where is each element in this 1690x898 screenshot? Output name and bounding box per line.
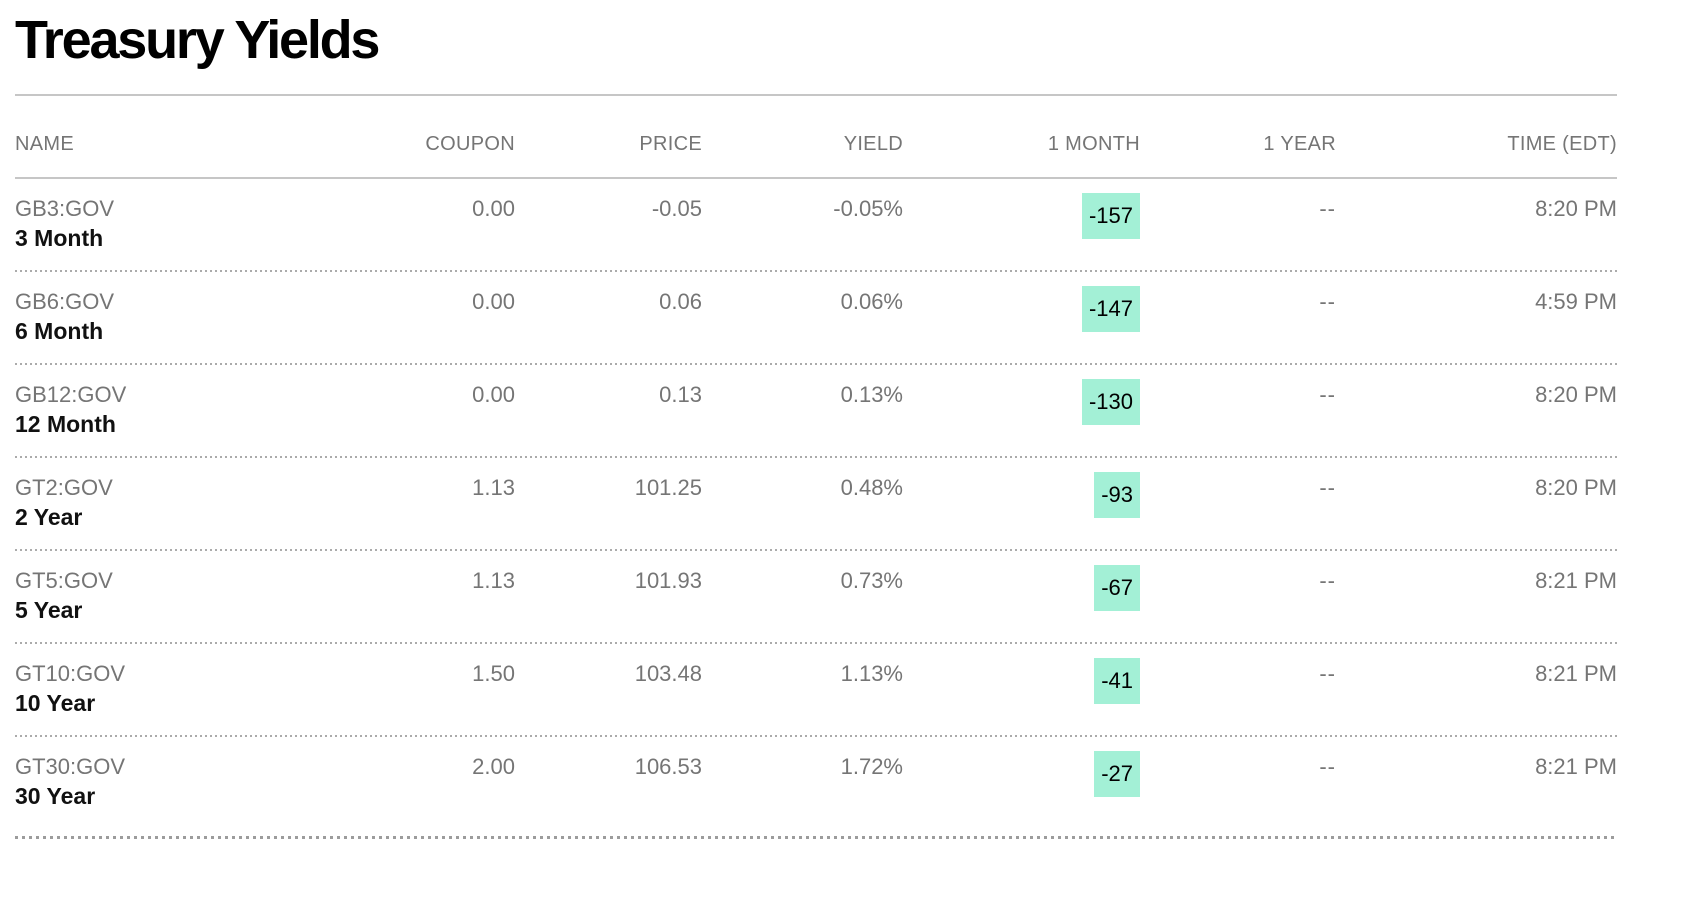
price-value: 106.53 <box>634 754 702 779</box>
table-row[interactable]: GT10:GOV 10 Year 1.50 103.48 1.13% -41 -… <box>15 644 1617 737</box>
price-value: 0.13 <box>659 382 702 407</box>
coupon-value: 1.13 <box>472 568 515 593</box>
column-header-price: PRICE <box>639 133 702 155</box>
table-row[interactable]: GT30:GOV 30 Year 2.00 106.53 1.72% -27 -… <box>15 737 1617 830</box>
name-cell: GT5:GOV 5 Year <box>15 551 295 644</box>
title-divider <box>15 94 1617 96</box>
name-cell: GB12:GOV 12 Month <box>15 365 295 458</box>
one-month-change-badge: -157 <box>1081 193 1140 239</box>
tenor-label: 5 Year <box>15 597 83 623</box>
coupon-value: 0.00 <box>472 196 515 221</box>
coupon-value: 1.50 <box>472 661 515 686</box>
table-row[interactable]: GB6:GOV 6 Month 0.00 0.06 0.06% -147 -- … <box>15 272 1617 365</box>
column-header-time-edt: TIME (EDT) <box>1507 133 1617 155</box>
time-value: 8:21 PM <box>1535 568 1617 593</box>
price-value: 103.48 <box>634 661 702 686</box>
one-month-change-badge: -93 <box>1094 472 1140 518</box>
time-value: 8:20 PM <box>1535 475 1617 500</box>
security-ticker-link[interactable]: GT10:GOV <box>15 661 126 686</box>
tenor-label: 3 Month <box>15 225 104 251</box>
one-year-change-value: -- <box>1319 382 1336 407</box>
name-cell: GT30:GOV 30 Year <box>15 737 295 830</box>
one-year-change-value: -- <box>1319 196 1336 221</box>
time-value: 8:21 PM <box>1535 754 1617 779</box>
yield-value: 0.06% <box>840 289 903 314</box>
coupon-value: 1.13 <box>472 475 515 500</box>
yield-value: 1.72% <box>840 754 903 779</box>
table-header-row: NAME COUPON PRICE YIELD 1 MONTH 1 YEAR T… <box>15 96 1617 179</box>
one-year-change-value: -- <box>1319 661 1336 686</box>
tenor-label: 12 Month <box>15 411 116 437</box>
column-header-1-year: 1 YEAR <box>1263 133 1336 155</box>
page-title: Treasury Yields <box>15 10 380 70</box>
column-header-yield: YIELD <box>843 133 903 155</box>
yield-value: 1.13% <box>840 661 903 686</box>
price-value: 101.25 <box>634 475 702 500</box>
one-month-change-cell: -157 <box>903 179 1140 272</box>
table-bottom-divider <box>15 836 1617 839</box>
one-year-change-value: -- <box>1319 754 1336 779</box>
yield-value: -0.05% <box>833 196 903 221</box>
name-cell: GB3:GOV 3 Month <box>15 179 295 272</box>
one-month-change-cell: -41 <box>903 644 1140 737</box>
price-value: 101.93 <box>634 568 702 593</box>
table-body: GB3:GOV 3 Month 0.00 -0.05 -0.05% -157 -… <box>15 179 1617 830</box>
coupon-value: 0.00 <box>472 289 515 314</box>
name-cell: GT10:GOV 10 Year <box>15 644 295 737</box>
name-cell: GB6:GOV 6 Month <box>15 272 295 365</box>
one-month-change-badge: -147 <box>1081 286 1140 332</box>
table-row[interactable]: GT5:GOV 5 Year 1.13 101.93 0.73% -67 -- … <box>15 551 1617 644</box>
one-month-change-badge: -130 <box>1081 379 1140 425</box>
price-value: -0.05 <box>651 196 702 221</box>
one-month-change-cell: -27 <box>903 737 1140 830</box>
coupon-value: 0.00 <box>472 382 515 407</box>
tenor-label: 2 Year <box>15 504 83 530</box>
time-value: 8:20 PM <box>1535 382 1617 407</box>
table-row[interactable]: GB12:GOV 12 Month 0.00 0.13 0.13% -130 -… <box>15 365 1617 458</box>
coupon-value: 2.00 <box>472 754 515 779</box>
one-year-change-value: -- <box>1319 568 1336 593</box>
one-month-change-cell: -93 <box>903 458 1140 551</box>
tenor-label: 30 Year <box>15 783 96 809</box>
column-header-coupon: COUPON <box>425 133 515 155</box>
yield-value: 0.13% <box>840 382 903 407</box>
one-year-change-value: -- <box>1319 475 1336 500</box>
table-row[interactable]: GB3:GOV 3 Month 0.00 -0.05 -0.05% -157 -… <box>15 179 1617 272</box>
one-month-change-badge: -27 <box>1094 751 1140 797</box>
treasury-yields-page: Treasury Yields NAME COUPON PRICE YIELD … <box>0 8 1690 839</box>
security-ticker-link[interactable]: GB6:GOV <box>15 289 115 314</box>
time-value: 8:20 PM <box>1535 196 1617 221</box>
security-ticker-link[interactable]: GT30:GOV <box>15 754 126 779</box>
tenor-label: 10 Year <box>15 690 96 716</box>
table-row[interactable]: GT2:GOV 2 Year 1.13 101.25 0.48% -93 -- … <box>15 458 1617 551</box>
tenor-label: 6 Month <box>15 318 104 344</box>
security-ticker-link[interactable]: GB12:GOV <box>15 382 127 407</box>
yield-value: 0.73% <box>840 568 903 593</box>
security-ticker-link[interactable]: GB3:GOV <box>15 196 115 221</box>
security-ticker-link[interactable]: GT2:GOV <box>15 475 113 500</box>
one-month-change-cell: -67 <box>903 551 1140 644</box>
one-year-change-value: -- <box>1319 289 1336 314</box>
name-cell: GT2:GOV 2 Year <box>15 458 295 551</box>
one-month-change-badge: -41 <box>1094 658 1140 704</box>
one-month-change-badge: -67 <box>1094 565 1140 611</box>
time-value: 8:21 PM <box>1535 661 1617 686</box>
one-month-change-cell: -130 <box>903 365 1140 458</box>
security-ticker-link[interactable]: GT5:GOV <box>15 568 113 593</box>
column-header-1-month: 1 MONTH <box>1047 133 1140 155</box>
column-header-name: NAME <box>15 133 74 155</box>
yield-value: 0.48% <box>840 475 903 500</box>
one-month-change-cell: -147 <box>903 272 1140 365</box>
time-value: 4:59 PM <box>1535 289 1617 314</box>
price-value: 0.06 <box>659 289 702 314</box>
